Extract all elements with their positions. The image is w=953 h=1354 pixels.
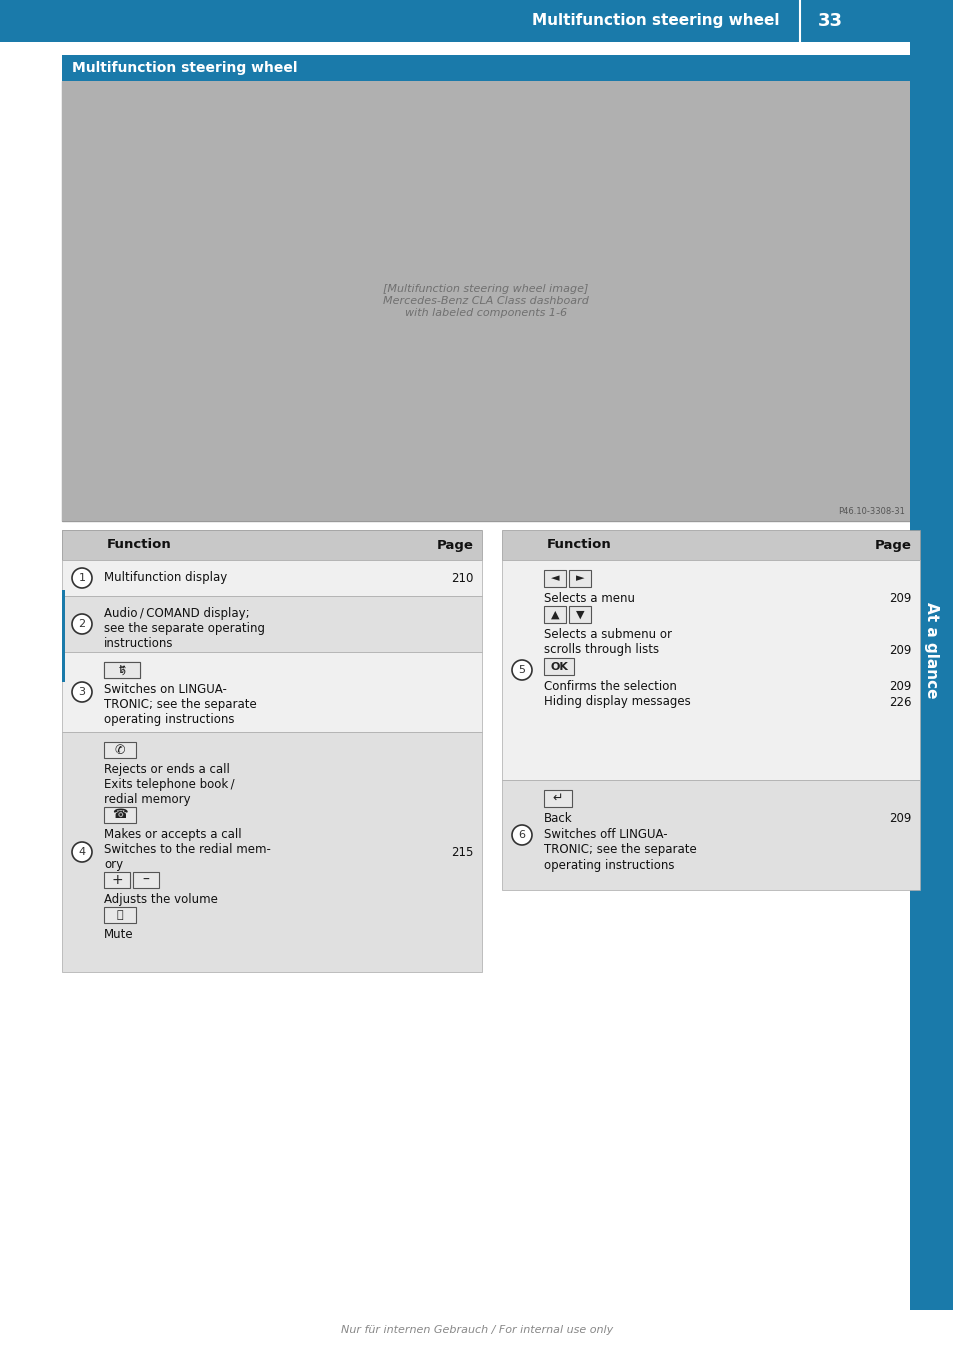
- Bar: [62, 561, 481, 596]
- Bar: [543, 607, 565, 623]
- Circle shape: [71, 567, 91, 588]
- Text: Exits telephone book /: Exits telephone book /: [104, 779, 234, 791]
- Text: ◄: ◄: [550, 574, 558, 584]
- Text: +: +: [112, 873, 123, 887]
- Bar: [104, 807, 136, 823]
- Text: Hiding display messages: Hiding display messages: [543, 696, 690, 708]
- Text: OK: OK: [550, 662, 567, 672]
- Text: 1: 1: [78, 573, 86, 584]
- Bar: [62, 596, 481, 653]
- Text: 4: 4: [78, 848, 86, 857]
- Bar: [568, 607, 590, 623]
- Text: Back: Back: [543, 811, 572, 825]
- Text: 🔇: 🔇: [116, 910, 123, 919]
- Text: Switches on LINGUA-: Switches on LINGUA-: [104, 682, 227, 696]
- Text: ▲: ▲: [550, 609, 558, 620]
- Bar: [62, 529, 481, 561]
- Text: operating instructions: operating instructions: [104, 714, 234, 726]
- Circle shape: [512, 659, 532, 680]
- Text: [Multifunction steering wheel image]
Mercedes-Benz CLA Class dashboard
with labe: [Multifunction steering wheel image] Mer…: [383, 284, 588, 318]
- Bar: [104, 662, 140, 678]
- Text: Multifunction steering wheel: Multifunction steering wheel: [532, 14, 780, 28]
- Bar: [501, 561, 919, 780]
- Bar: [62, 733, 481, 972]
- Bar: [543, 570, 565, 588]
- Text: operating instructions: operating instructions: [543, 860, 674, 872]
- Text: scrolls through lists: scrolls through lists: [543, 643, 659, 657]
- Circle shape: [512, 825, 532, 845]
- Text: 209: 209: [889, 680, 911, 692]
- Bar: [62, 590, 65, 626]
- Bar: [62, 81, 909, 521]
- Text: Page: Page: [436, 539, 474, 551]
- Text: Page: Page: [874, 539, 911, 551]
- Text: –: –: [142, 873, 150, 887]
- Text: instructions: instructions: [104, 636, 173, 650]
- Text: Audio / COMAND display;: Audio / COMAND display;: [104, 607, 250, 620]
- Bar: [62, 653, 481, 733]
- Bar: [501, 529, 919, 561]
- Circle shape: [71, 613, 91, 634]
- Text: Rejects or ends a call: Rejects or ends a call: [104, 764, 230, 776]
- Text: 3: 3: [78, 686, 86, 697]
- Text: ☎: ☎: [112, 808, 128, 822]
- Text: TRONIC; see the separate: TRONIC; see the separate: [104, 699, 256, 711]
- Text: 210: 210: [451, 571, 474, 585]
- Text: Confirms the selection: Confirms the selection: [543, 680, 677, 692]
- Text: TRONIC; see the separate: TRONIC; see the separate: [543, 844, 696, 857]
- Text: At a glance: At a glance: [923, 601, 939, 699]
- Text: redial memory: redial memory: [104, 793, 191, 806]
- Text: 209: 209: [889, 811, 911, 825]
- Text: Nur für internen Gebrauch / For internal use only: Nur für internen Gebrauch / For internal…: [340, 1326, 613, 1335]
- Text: Switches to the redial mem-: Switches to the redial mem-: [104, 844, 271, 856]
- Text: Selects a submenu or: Selects a submenu or: [543, 627, 671, 640]
- Text: Function: Function: [546, 539, 611, 551]
- Text: ►: ►: [576, 574, 583, 584]
- Text: Mute: Mute: [104, 927, 133, 941]
- Bar: [62, 81, 909, 521]
- Text: ▼: ▼: [576, 609, 583, 620]
- Bar: [909, 41, 953, 1311]
- Text: ђ: ђ: [118, 665, 126, 676]
- Text: ↵: ↵: [552, 792, 562, 806]
- Text: Switches off LINGUA-: Switches off LINGUA-: [543, 827, 667, 841]
- Text: see the separate operating: see the separate operating: [104, 621, 265, 635]
- Text: 209: 209: [889, 643, 911, 657]
- Text: Selects a menu: Selects a menu: [543, 592, 635, 604]
- Bar: [62, 626, 65, 682]
- Bar: [62, 529, 481, 561]
- Text: ✆: ✆: [114, 743, 125, 757]
- Bar: [0, 0, 953, 42]
- Text: P46.10-3308-31: P46.10-3308-31: [838, 506, 904, 516]
- Text: ory: ory: [104, 858, 123, 871]
- Text: Multifunction steering wheel: Multifunction steering wheel: [71, 61, 297, 74]
- Text: 5: 5: [518, 665, 525, 676]
- Text: Function: Function: [107, 539, 172, 551]
- Bar: [543, 789, 572, 807]
- Bar: [568, 570, 590, 588]
- Circle shape: [71, 842, 91, 862]
- Bar: [104, 872, 130, 888]
- Text: 226: 226: [888, 696, 911, 708]
- Bar: [104, 742, 136, 758]
- Bar: [104, 907, 136, 923]
- Circle shape: [71, 682, 91, 701]
- Bar: [104, 662, 140, 678]
- Text: Adjusts the volume: Adjusts the volume: [104, 894, 217, 906]
- Text: Makes or accepts a call: Makes or accepts a call: [104, 829, 241, 841]
- Text: 215: 215: [451, 845, 474, 858]
- Text: Multifunction display: Multifunction display: [104, 571, 227, 584]
- Bar: [543, 658, 574, 676]
- Bar: [501, 780, 919, 890]
- Text: 33: 33: [817, 12, 841, 30]
- Bar: [62, 56, 909, 81]
- Text: ♪⃗: ♪⃗: [119, 665, 125, 676]
- Text: 2: 2: [78, 619, 86, 630]
- Text: 209: 209: [889, 592, 911, 604]
- Bar: [132, 872, 159, 888]
- Text: 6: 6: [518, 830, 525, 839]
